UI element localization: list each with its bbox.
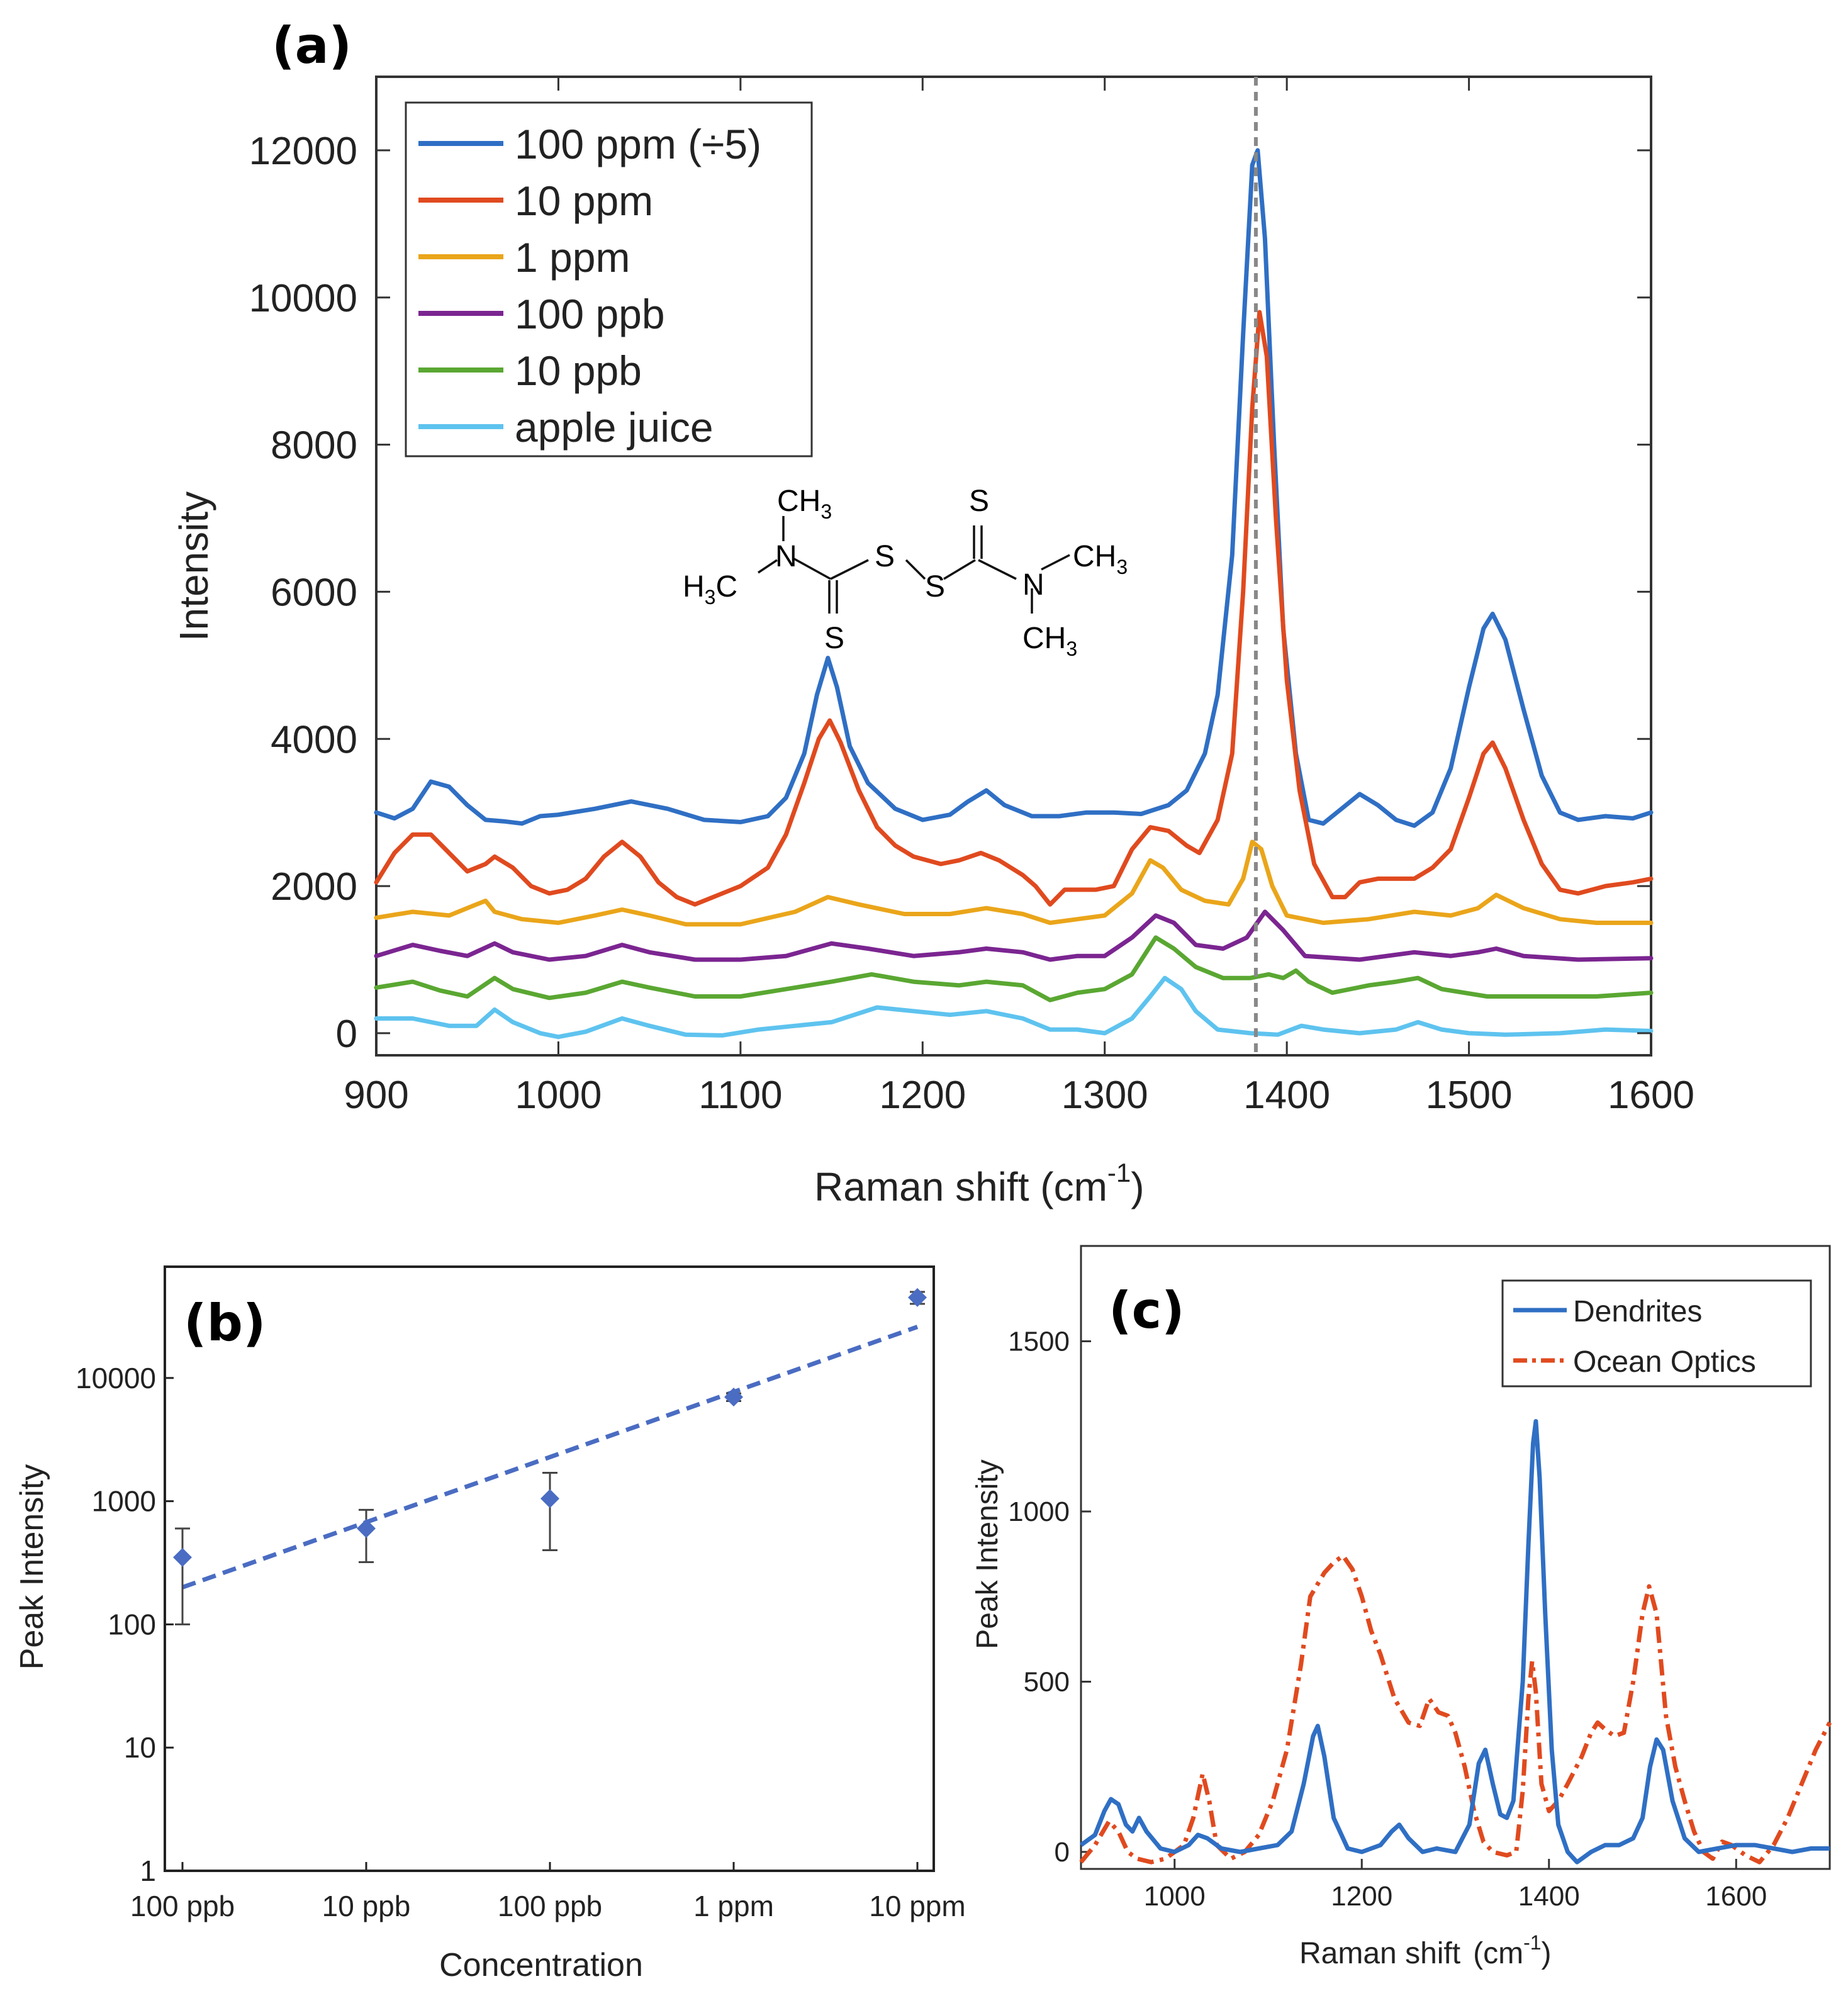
mol-s-bottom: S: [824, 622, 844, 655]
legend-label-5: apple juice: [515, 404, 714, 451]
b-ytick-label: 100: [108, 1608, 156, 1640]
b-xtick-label: 10 ppm: [869, 1890, 965, 1922]
mol-n-right: N: [1022, 568, 1044, 602]
a-ytick-label: 0: [336, 1012, 357, 1056]
b-xtick-label: 10 ppb: [322, 1890, 411, 1922]
mol-s-bridge-1: S: [875, 540, 895, 573]
panel-c-label: (c): [1109, 1281, 1185, 1340]
a-xtick-label: 1600: [1608, 1074, 1694, 1117]
c-ytick-label: 1000: [1008, 1496, 1070, 1527]
c-xtick-label: 1200: [1331, 1881, 1392, 1912]
panel-c-xlabel-main: Raman shift: [1299, 1937, 1460, 1970]
b-ytick-label: 1000: [92, 1485, 156, 1518]
a-ytick-label: 10000: [249, 277, 357, 320]
panel-a-label: (a): [272, 16, 352, 75]
c-xtick-label: 1400: [1518, 1881, 1580, 1912]
data-point-0: [173, 1547, 192, 1567]
molecule-labels: CH3 N H3C S S S S N CH3 CH3: [683, 485, 1128, 660]
panel-c-frame: [1080, 1245, 1831, 1870]
panel-c-xlabel-unit: (cm: [1473, 1937, 1523, 1970]
series-line-5: [374, 975, 1654, 1040]
mol-ch3-top: CH3: [777, 485, 832, 523]
panel-a: 900 1000 1100 1200 1300 1400 1500 1600 0 2000 4000…: [171, 16, 1694, 1209]
legend-label-1: 10 ppm: [515, 177, 653, 224]
b-ytick-label: 10000: [76, 1362, 156, 1394]
molecule-structure: [758, 516, 1070, 614]
legend-label-0: 100 ppm (÷5): [515, 121, 761, 167]
c-legend-label-0: Dendrites: [1573, 1295, 1702, 1328]
a-xtick-label: 1500: [1426, 1074, 1513, 1117]
panel-c: 1000 1200 1400 1600 0 500 1000 1500 (c) Peak In…: [971, 1245, 1832, 1970]
panel-a-frame: [375, 76, 1652, 1057]
panel-b-ylabel: Peak Intensity: [14, 1464, 50, 1670]
a-ytick-label: 2000: [271, 865, 357, 909]
data-point-3: [724, 1388, 743, 1407]
panel-c-legend-box: [1501, 1279, 1812, 1388]
mol-h3c-left: H3C: [683, 570, 737, 609]
series-line-1: [374, 310, 1654, 907]
a-xtick-label: 1000: [515, 1074, 602, 1117]
b-xtick-label: 1 ppm: [693, 1890, 774, 1922]
c-legend-label-1: Ocean Optics: [1573, 1345, 1756, 1379]
a-xtick-label: 900: [344, 1074, 408, 1117]
c-ytick-label: 1500: [1008, 1326, 1070, 1357]
panel-b: 100 ppb 10 ppb 100 ppb 1 ppm 10 ppm 1 10 100 100…: [14, 1265, 966, 1983]
series-line-3: [374, 909, 1654, 962]
a-xtick-label: 1200: [879, 1074, 966, 1117]
mol-ch3-bottom: CH3: [1022, 622, 1077, 660]
data-point-1: [357, 1519, 376, 1539]
c-series-line-0: [1079, 1419, 1830, 1865]
panel-a-legend: 100 ppm (÷5) 10 ppm 1 ppm 100 ppb 10 ppb appl…: [405, 101, 813, 457]
mol-s-top: S: [969, 485, 989, 518]
a-xtick-label: 1400: [1243, 1074, 1330, 1117]
c-series-line-1: [1079, 1553, 1832, 1865]
data-point-2: [540, 1489, 559, 1508]
panel-b-xlabel: Concentration: [439, 1947, 643, 1983]
c-ytick-label: 500: [1024, 1666, 1070, 1697]
a-ytick-label: 6000: [271, 571, 357, 614]
data-point-4: [908, 1287, 927, 1307]
panel-a-xlabel-sup: -1: [1107, 1158, 1131, 1187]
panel-b-frame: [164, 1265, 935, 1872]
panel-c-xlabel: Raman shift (cm-1): [1299, 1931, 1552, 1970]
a-ytick-label: 4000: [271, 718, 357, 761]
a-ytick-label: 8000: [271, 424, 357, 468]
panel-b-label: (b): [184, 1294, 266, 1352]
panel-c-legend: Dendrites Ocean Optics: [1501, 1279, 1812, 1388]
panel-a-ylabel: Intensity: [171, 491, 216, 641]
panel-a-legend-box: [405, 101, 813, 457]
panel-a-xlabel: Raman shift (cm-1): [814, 1158, 1145, 1209]
b-ytick-label: 1: [140, 1854, 156, 1887]
mol-n-left: N: [775, 540, 797, 573]
a-xtick-label: 1300: [1061, 1074, 1148, 1117]
panel-a-xlabel-main: Raman shift (cm: [814, 1164, 1107, 1209]
series-line-0: [374, 148, 1654, 828]
c-ytick-label: 0: [1055, 1837, 1070, 1868]
b-xtick-label: 100 ppb: [130, 1890, 235, 1922]
legend-label-2: 1 ppm: [515, 234, 630, 281]
panel-c-ylabel: Peak Intensity: [971, 1459, 1004, 1649]
series-line-2: [374, 839, 1654, 927]
legend-label-3: 100 ppb: [515, 291, 665, 337]
panel-c-xlabel-end: ): [1542, 1937, 1552, 1970]
c-xtick-label: 1600: [1705, 1881, 1767, 1912]
panel-c-xlabel-sup: -1: [1523, 1931, 1541, 1954]
legend-label-4: 10 ppb: [515, 347, 642, 394]
fit-line: [181, 1325, 919, 1590]
a-ytick-label: 12000: [249, 130, 357, 173]
b-ytick-label: 10: [124, 1731, 156, 1764]
b-xtick-label: 100 ppb: [498, 1890, 602, 1922]
panel-a-xlabel-end: ): [1131, 1164, 1144, 1209]
mol-s-bridge-2: S: [925, 570, 945, 603]
series-line-4: [374, 935, 1654, 1002]
c-xtick-label: 1000: [1144, 1881, 1206, 1912]
a-xtick-label: 1100: [698, 1074, 782, 1117]
mol-ch3-right: CH3: [1073, 540, 1128, 578]
